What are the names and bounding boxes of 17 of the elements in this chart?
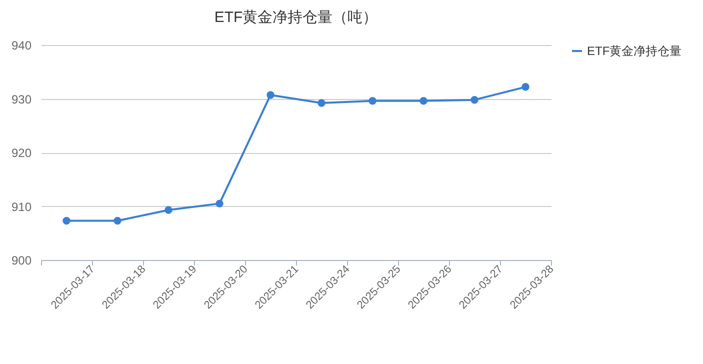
point <box>164 206 172 214</box>
point <box>62 216 70 225</box>
point <box>420 97 428 105</box>
point <box>318 99 326 107</box>
point <box>368 97 376 105</box>
y-tick-label: 920 <box>11 146 32 160</box>
point <box>114 216 122 225</box>
point <box>266 91 274 99</box>
point <box>522 83 530 91</box>
y-tick-label: 940 <box>11 38 32 52</box>
y-tick-label: 910 <box>11 200 32 214</box>
point <box>470 96 478 104</box>
point <box>216 200 224 208</box>
y-tick-label: 900 <box>11 254 32 268</box>
chart-title: ETF黄金净持仓量（吨） <box>214 9 378 26</box>
legend-label: ETF黄金净持仓量 <box>587 44 682 58</box>
y-tick-label: 930 <box>11 92 32 106</box>
